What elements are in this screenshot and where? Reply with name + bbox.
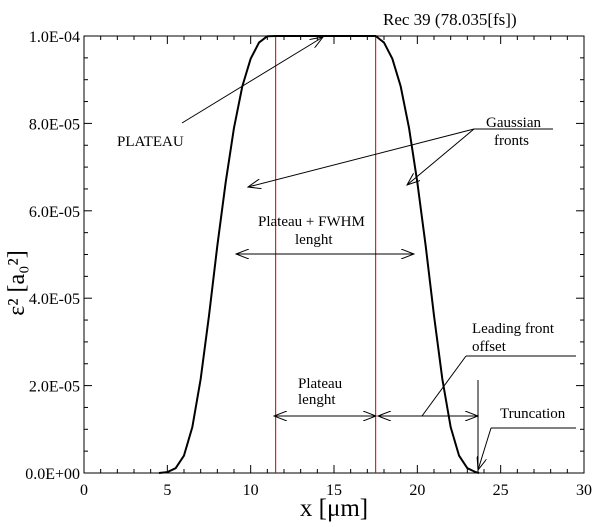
x-tick-label: 20 xyxy=(409,482,425,499)
annotation-plateau: PLATEAU xyxy=(117,134,184,150)
annotation-offset-line2: offset xyxy=(472,339,507,355)
plateau-arrow xyxy=(181,37,323,124)
y-tick-label: 1.0E-04 xyxy=(29,29,80,46)
annotation-fwhm-line1: Plateau + FWHM xyxy=(258,214,365,230)
annotation-fwhm-line2: lenght xyxy=(295,232,333,248)
x-axis-label: x [μm] xyxy=(300,495,368,522)
annotation-arrows xyxy=(181,37,576,472)
y-tick-label: 8.0E-05 xyxy=(29,116,80,133)
truncation-arrow xyxy=(478,427,492,470)
x-axis: 0 5 10 15 20 25 30 xyxy=(80,36,592,499)
annotation-plateau-length-line2: lenght xyxy=(298,392,336,408)
x-tick-label: 15 xyxy=(326,482,342,499)
annotation-offset-line1: Leading front xyxy=(472,321,555,337)
x-tick-label: 30 xyxy=(576,482,592,499)
annotation-gaussian-line2: fronts xyxy=(494,133,529,149)
y-tick-label: 2.0E-05 xyxy=(29,379,80,396)
annotation-truncation: Truncation xyxy=(500,406,566,422)
annotation-gaussian-line1: Gaussian xyxy=(486,115,541,131)
y-tick-label: 4.0E-05 xyxy=(29,291,80,308)
series-line xyxy=(158,35,480,474)
y-axis: 0.0E+00 2.0E-05 4.0E-05 6.0E-05 8.0E-05 1.0E-… xyxy=(25,29,584,483)
x-tick-label: 10 xyxy=(243,482,259,499)
gaussian-left-arrow xyxy=(248,128,475,187)
x-tick-label: 0 xyxy=(80,482,88,499)
y-tick-label: 6.0E-05 xyxy=(29,204,80,221)
x-tick-label: 25 xyxy=(493,482,509,499)
y-tick-label: 0.0E+00 xyxy=(25,466,80,483)
series-group xyxy=(158,35,480,474)
offset-leader xyxy=(421,355,467,417)
gaussian-right-arrow xyxy=(407,128,475,185)
annotation-plateau-length-line1: Plateau xyxy=(298,376,343,392)
chart-title: Rec 39 (78.035[fs]) xyxy=(383,10,517,29)
x-tick-label: 5 xyxy=(163,482,171,499)
y-axis-label: ε² [a₀²] xyxy=(4,250,30,315)
